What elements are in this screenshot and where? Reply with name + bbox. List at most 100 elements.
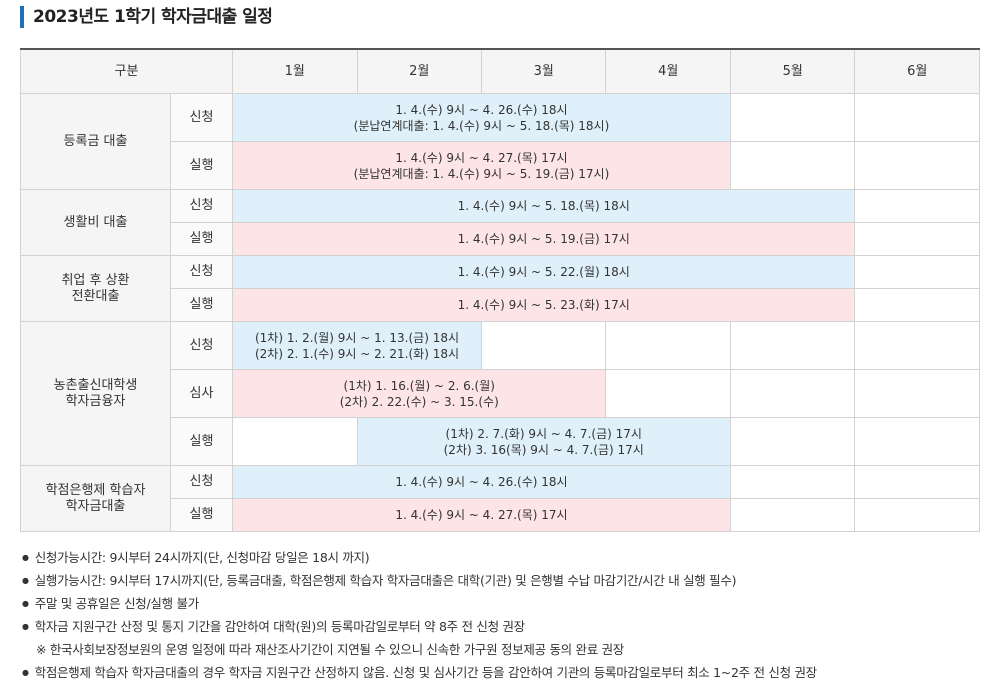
empty-cell: [729, 498, 856, 532]
month-header: 2월: [356, 48, 482, 94]
period-cell: 1. 4.(수) 9시 ~ 4. 26.(수) 18시 (분납연계대출: 1. 4…: [232, 93, 731, 142]
period-cell: 1. 4.(수) 9시 ~ 5. 19.(금) 17시: [232, 222, 856, 256]
text-line: (2차) 2. 1.(수) 9시 ~ 2. 21.(화) 18시: [254, 346, 460, 361]
empty-cell: [854, 255, 980, 289]
row-type: 신청: [169, 93, 234, 142]
row-type: 실행: [169, 498, 234, 532]
text-line: 1. 4.(수) 9시 ~ 5. 18.(목) 18시: [457, 199, 630, 213]
note: 학자금 지원구간 산정 및 통지 기간을 감안하여 대학(원)의 등록마감일로부…: [22, 615, 817, 638]
text-line: 생활비 대출: [63, 214, 128, 230]
schedule-row: 실행 (1차) 2. 7.(화) 9시 ~ 4. 7.(금) 17시 (2차) 3.…: [21, 417, 980, 466]
empty-cell: [854, 288, 980, 322]
text-line: (2차) 3. 16(목) 9시 ~ 4. 7.(금) 17시: [443, 442, 644, 457]
note: 실행가능시간: 9시부터 17시까지(단, 등록금대출, 학점은행제 학습자 학…: [22, 569, 817, 592]
text-line: (2차) 2. 22.(수) ~ 3. 15.(수): [339, 394, 499, 409]
period-cell: 1. 4.(수) 9시 ~ 4. 27.(목) 17시 (분납연계대출: 1. 4…: [232, 141, 731, 190]
schedule-row: 심사 (1차) 1. 16.(월) ~ 2. 6.(월) (2차) 2. 22.(수…: [21, 369, 980, 418]
group-label: 농촌출신대학생 학자금융자: [20, 321, 171, 466]
empty-cell: [605, 321, 731, 370]
empty-cell: [729, 141, 856, 190]
notes: 신청가능시간: 9시부터 24시까지(단, 신청마감 당일은 18시 까지)실행…: [22, 546, 817, 684]
note: 신청가능시간: 9시부터 24시까지(단, 신청마감 당일은 18시 까지): [22, 546, 817, 569]
text-line: (1차) 1. 2.(월) 9시 ~ 1. 13.(금) 18시: [254, 330, 460, 345]
schedule-row: 학점은행제 학습자 학자금대출 신청 1. 4.(수) 9시 ~ 4. 26.(수) …: [20, 465, 980, 532]
text-line: 1. 4.(수) 9시 ~ 4. 27.(목) 17시: [395, 150, 568, 165]
header-cell: 구분: [19, 48, 234, 94]
period-cell: (1차) 1. 16.(월) ~ 2. 6.(월) (2차) 2. 22.(수) …: [232, 369, 607, 418]
empty-cell: [729, 465, 856, 499]
text-line: 학자금대출: [65, 498, 126, 514]
schedule-row: 실행 1. 4.(수) 9시 ~ 5. 19.(금) 17시: [21, 222, 980, 256]
empty-cell: [729, 369, 856, 418]
empty-cell: [480, 321, 607, 370]
row-type: 신청: [169, 465, 234, 499]
month-header: 6월: [854, 48, 980, 94]
month-header: 5월: [729, 48, 856, 94]
empty-cell: [854, 321, 980, 370]
text-line: 취업 후 상환: [61, 272, 130, 288]
empty-cell: [854, 93, 980, 142]
empty-cell: [232, 417, 358, 466]
text-line: (분납연계대출: 1. 4.(수) 9시 ~ 5. 18.(목) 18시): [353, 118, 610, 133]
empty-cell: [854, 222, 980, 256]
period-cell: 1. 4.(수) 9시 ~ 5. 23.(화) 17시: [232, 288, 856, 322]
text-line: 1. 4.(수) 9시 ~ 4. 26.(수) 18시: [395, 475, 568, 489]
text-line: 1. 4.(수) 9시 ~ 4. 27.(목) 17시: [395, 508, 568, 522]
period-cell: 1. 4.(수) 9시 ~ 5. 22.(월) 18시: [232, 255, 856, 289]
empty-cell: [729, 321, 856, 370]
empty-cell: [854, 417, 980, 466]
schedule-row: 실행 1. 4.(수) 9시 ~ 5. 23.(화) 17시: [21, 288, 980, 322]
group-label: 생활비 대출: [20, 189, 171, 256]
row-type: 신청: [169, 189, 234, 223]
note: ※ 한국사회보장정보원의 운영 일정에 따라 재산조사기간이 지연될 수 있으니…: [36, 642, 625, 657]
text-line: 농촌출신대학생: [53, 377, 138, 393]
empty-cell: [854, 189, 980, 223]
text-line: (분납연계대출: 1. 4.(수) 9시 ~ 5. 19.(금) 17시): [353, 166, 610, 181]
text-line: 등록금 대출: [63, 133, 128, 149]
month-header: 4월: [605, 48, 731, 94]
schedule-row: 농촌출신대학생 학자금융자 신청 (1차) 1. 2.(월) 9시 ~ 1. 13.(…: [20, 321, 980, 466]
group-label: 등록금 대출: [20, 93, 171, 190]
text-line: 1. 4.(수) 9시 ~ 5. 19.(금) 17시: [457, 232, 630, 246]
schedule-row: 생활비 대출 신청 1. 4.(수) 9시 ~ 5. 18.(목) 18시: [20, 189, 980, 256]
empty-cell: [854, 369, 980, 418]
row-type: 신청: [169, 255, 234, 289]
text-line: 1. 4.(수) 9시 ~ 5. 23.(화) 17시: [457, 298, 630, 312]
header-row: 구분 1월 2월 3월 4월 5월 6월: [19, 48, 980, 94]
text-line: (1차) 2. 7.(화) 9시 ~ 4. 7.(금) 17시: [445, 426, 642, 441]
empty-cell: [854, 498, 980, 532]
page-title: 2023년도 1학기 학자금대출 일정: [20, 6, 273, 28]
row-type: 실행: [169, 417, 234, 466]
note: 학점은행제 학습자 학자금대출의 경우 학자금 지원구간 산정하지 않음. 신청…: [22, 661, 817, 684]
row-type: 실행: [169, 222, 234, 256]
empty-cell: [854, 465, 980, 499]
note: 주말 및 공휴일은 신청/실행 불가: [22, 592, 817, 615]
schedule-row: 실행 1. 4.(수) 9시 ~ 4. 27.(목) 17시: [21, 498, 980, 532]
text-line: 학점은행제 학습자: [45, 482, 146, 498]
row-type: 실행: [169, 288, 234, 322]
text-line: (1차) 1. 16.(월) ~ 2. 6.(월): [343, 378, 495, 393]
group-label: 취업 후 상환 전환대출: [20, 255, 171, 322]
period-cell: 1. 4.(수) 9시 ~ 5. 18.(목) 18시: [232, 189, 856, 223]
empty-cell: [729, 93, 856, 142]
schedule-table: 구분 1월 2월 3월 4월 5월 6월 등록금 대출 신청 1. 4.(수) 9시 ~ 4. 2…: [19, 48, 980, 532]
schedule-row: 등록금 대출 신청 1. 4.(수) 9시 ~ 4. 26.(수) 18시 (분납연계…: [20, 93, 980, 190]
month-header: 3월: [480, 48, 607, 94]
row-type: 실행: [169, 141, 234, 190]
schedule-row: 취업 후 상환 전환대출 신청 1. 4.(수) 9시 ~ 5. 22.(월) 18시: [20, 255, 980, 322]
schedule-row: 실행 1. 4.(수) 9시 ~ 4. 27.(목) 17시 (분납연계대출: 1.…: [21, 141, 980, 190]
row-type: 신청: [169, 321, 234, 370]
month-header: 1월: [232, 48, 358, 94]
text-line: 전환대출: [71, 288, 120, 304]
empty-cell: [605, 369, 731, 418]
group-label: 학점은행제 학습자 학자금대출: [20, 465, 171, 532]
period-cell: 1. 4.(수) 9시 ~ 4. 26.(수) 18시: [232, 465, 731, 499]
text-line: 1. 4.(수) 9시 ~ 5. 22.(월) 18시: [457, 265, 630, 279]
period-cell: (1차) 1. 2.(월) 9시 ~ 1. 13.(금) 18시 (2차) 2. …: [232, 321, 482, 370]
text-line: 1. 4.(수) 9시 ~ 4. 26.(수) 18시: [395, 102, 568, 117]
text-line: 학자금융자: [65, 393, 126, 409]
period-cell: (1차) 2. 7.(화) 9시 ~ 4. 7.(금) 17시 (2차) 3. 1…: [356, 417, 731, 466]
empty-cell: [854, 141, 980, 190]
empty-cell: [729, 417, 856, 466]
